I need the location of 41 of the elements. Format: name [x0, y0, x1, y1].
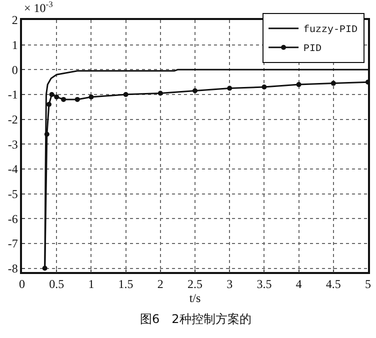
point: [192, 88, 198, 94]
legend-label: fuzzy-PID: [304, 24, 358, 36]
y-tick-label: -8: [8, 261, 18, 276]
x-tick-label: 1.5: [118, 277, 134, 292]
x-tick-label: 5: [365, 277, 371, 292]
point: [158, 90, 163, 96]
point: [61, 96, 66, 102]
x-tick-label: 1: [88, 277, 94, 292]
point: [44, 132, 50, 137]
x-tick-label: 4.5: [326, 277, 341, 292]
y-tick-label: 1: [12, 38, 18, 52]
point: [227, 86, 232, 91]
x-tick-label: 4: [296, 277, 302, 292]
y-tick-label: -1: [8, 88, 18, 102]
x-tick-label: 3.5: [256, 277, 272, 292]
point: [262, 84, 267, 90]
point: [74, 96, 80, 102]
point: [54, 94, 60, 100]
y-tick-label: -5: [8, 186, 18, 201]
point: [46, 102, 52, 107]
x-tick-label: 2: [157, 277, 164, 292]
y-tick-label: 2: [12, 13, 18, 28]
x-tick-label: 2.5: [188, 277, 202, 292]
y-tick-label: -6: [8, 212, 18, 226]
text: × 10$^{-3}$: [24, 0, 53, 16]
point: [49, 92, 54, 97]
point: [88, 94, 94, 100]
point: [296, 82, 302, 88]
point: [123, 92, 128, 97]
y-tick-label: 0: [12, 62, 18, 77]
x-tick-label: 0.5: [49, 277, 64, 292]
y-tick-label: -7: [8, 236, 18, 251]
point: [330, 80, 336, 86]
point: [42, 266, 48, 271]
y-tick-label: -3: [8, 137, 18, 152]
caption: 图6 2种控制方案的: [140, 312, 252, 326]
x-axis-title: t/s: [189, 291, 201, 306]
x-tick-label: 3: [226, 277, 233, 292]
legend-label: PID: [304, 44, 322, 56]
y-tick-label: -2: [8, 112, 18, 127]
y-tick-label: -4: [8, 162, 18, 176]
